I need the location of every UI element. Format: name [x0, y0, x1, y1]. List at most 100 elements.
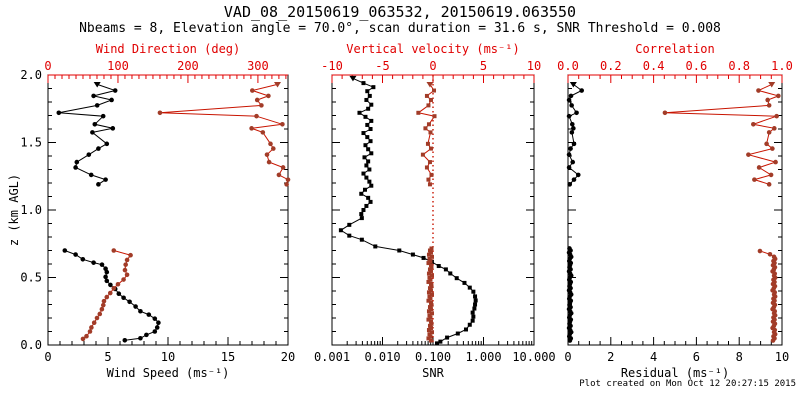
wind-speed-lower-marker — [154, 325, 160, 330]
vertical-velocity-band-marker — [428, 296, 433, 301]
vertical-velocity-upper-marker — [432, 88, 437, 93]
vertical-velocity-band-marker — [429, 265, 434, 270]
snr-profile-marker — [471, 289, 476, 294]
residual-upper-marker — [575, 172, 581, 178]
wind-direction-lower-marker — [122, 267, 128, 273]
axis-title-correlation: Correlation — [635, 42, 715, 56]
wind-speed-upper-marker — [91, 93, 96, 99]
snr-profile-marker — [369, 151, 374, 156]
vertical-velocity-upper-marker — [426, 177, 431, 182]
snr-profile-marker — [445, 335, 450, 340]
snr-profile-marker — [455, 331, 460, 336]
wind-direction-lower-marker — [94, 315, 100, 321]
top-tick-label: 200 — [177, 59, 199, 73]
snr-profile-marker — [366, 147, 371, 152]
wind-speed-upper-marker — [104, 141, 110, 147]
vertical-velocity-upper-marker — [424, 165, 429, 170]
wind-speed-lower-marker — [104, 278, 110, 284]
vertical-velocity-band-marker — [428, 315, 433, 320]
snr-profile-marker — [364, 163, 369, 168]
top-tick-label: 0.6 — [686, 59, 708, 73]
snr-profile-marker — [349, 75, 357, 82]
vertical-velocity-band-marker — [429, 284, 434, 289]
snr-profile-marker — [365, 89, 370, 94]
vertical-velocity-upper-marker — [426, 81, 434, 88]
snr-profile-marker — [443, 267, 448, 272]
snr-profile-marker — [363, 114, 368, 119]
vertical-velocity-band-marker — [426, 290, 431, 295]
wind-direction-upper-marker — [268, 141, 273, 147]
vertical-velocity-band-marker — [427, 267, 432, 272]
snr-profile-marker — [367, 93, 372, 98]
wind-speed-lower-marker — [133, 304, 138, 309]
vertical-velocity-upper-marker — [423, 126, 428, 131]
top-tick-label: 0.4 — [643, 59, 665, 73]
wind-speed-upper-marker — [96, 146, 101, 151]
wind-direction-upper-marker — [254, 113, 259, 119]
wind-direction-upper-marker — [157, 110, 163, 116]
correlation-upper-marker — [751, 121, 756, 127]
vertical-velocity-upper-marker — [426, 122, 431, 127]
wind-speed-upper-marker — [73, 165, 78, 170]
snr-profile-marker — [359, 212, 364, 217]
wind-direction-lower-marker — [124, 272, 130, 278]
wind-direction-upper-marker — [264, 152, 270, 157]
snr-profile-marker — [347, 222, 352, 227]
snr-profile-marker — [368, 127, 373, 131]
page-title: VAD_08_20150619_063532, 20150619.063550 — [223, 3, 577, 21]
top-tick-label: 1.0 — [771, 59, 793, 73]
wind-direction-upper-marker — [274, 81, 282, 88]
vertical-velocity-upper-marker — [416, 110, 421, 115]
vertical-velocity-band-marker — [428, 338, 433, 343]
vertical-velocity-band-marker — [428, 300, 433, 305]
vertical-velocity-band-marker — [428, 263, 433, 268]
axis-title-wind-speed: Wind Speed (ms⁻¹) — [106, 366, 230, 380]
correlation-upper-marker — [752, 177, 757, 182]
vertical-velocity-upper-marker — [426, 103, 431, 108]
snr-profile-marker — [473, 298, 478, 303]
correlation-upper-marker — [766, 103, 772, 108]
vertical-velocity-band-marker — [428, 259, 433, 264]
wind-speed-upper-marker — [103, 177, 108, 182]
wind-speed-upper-marker — [100, 113, 106, 119]
vertical-velocity-band-marker — [427, 323, 432, 328]
residual-upper-marker — [566, 165, 572, 170]
vertical-velocity-band-marker — [426, 279, 431, 284]
wind-speed-lower-marker — [104, 269, 110, 275]
wind-direction-lower-marker — [101, 298, 107, 304]
correlation-lower-series — [757, 248, 778, 343]
wind-direction-upper-marker — [254, 97, 260, 103]
x-tick-label: 10.000 — [512, 350, 555, 364]
snr-profile-marker — [436, 264, 441, 269]
x-tick-label: 0 — [44, 350, 51, 364]
wind-direction-upper-marker — [249, 126, 254, 131]
residual-upper-marker — [574, 110, 579, 116]
wind-direction-upper-marker — [280, 121, 285, 127]
residual-upper-marker — [569, 103, 574, 108]
axis-title-residual: Residual (ms⁻¹) — [620, 366, 730, 380]
vertical-velocity-band-marker — [429, 292, 434, 297]
x-tick-label: 0.100 — [415, 350, 451, 364]
vertical-velocity-band-marker — [428, 325, 433, 330]
snr-profile-marker — [462, 280, 467, 285]
wind-speed-lower-line — [64, 250, 159, 341]
wind-speed-lower-series — [62, 248, 161, 343]
vertical-velocity-band-marker — [428, 334, 433, 339]
top-tick-label: 0.8 — [728, 59, 750, 73]
snr-profile-marker — [473, 302, 478, 307]
snr-profile-marker — [369, 118, 374, 123]
snr-profile-marker — [359, 191, 364, 196]
creation-timestamp: Plot created on Mon Oct 12 20:27:15 2015 — [579, 379, 796, 389]
wind-direction-lower-marker — [100, 302, 106, 308]
vertical-velocity-band-marker — [427, 286, 432, 291]
correlation-upper-marker — [768, 81, 776, 88]
wind-direction-lower-series — [80, 248, 133, 342]
residual-upper-marker — [567, 182, 573, 187]
snr-profile-series — [338, 75, 478, 346]
vertical-velocity-upper-marker — [425, 141, 430, 146]
vertical-velocity-band-marker — [427, 275, 432, 280]
wind-direction-upper-series — [157, 81, 291, 187]
residual-upper-marker — [568, 146, 573, 151]
wind-direction-upper-marker — [260, 130, 266, 135]
correlation-upper-marker — [768, 172, 774, 178]
